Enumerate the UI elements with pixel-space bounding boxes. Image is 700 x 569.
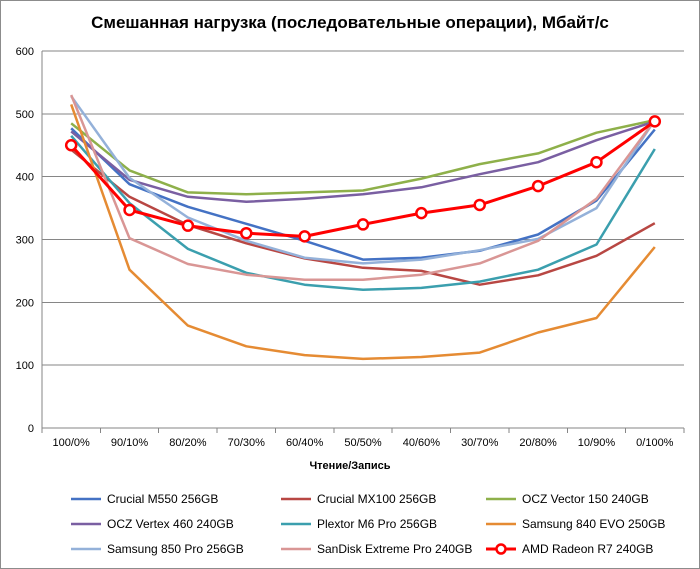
series-point	[298, 230, 311, 243]
y-tick-label: 200	[16, 297, 34, 309]
legend-label: Samsung 840 EVO 250GB	[522, 517, 666, 531]
series-line-1	[70, 148, 656, 286]
legend-label: Samsung 850 Pro 256GB	[107, 542, 244, 556]
series-line-3	[70, 120, 656, 204]
chart-title: Смешанная нагрузка (последовательные опе…	[91, 13, 609, 32]
legend-label: OCZ Vertex 460 240GB	[107, 517, 234, 531]
y-tick-label: 100	[16, 360, 34, 372]
x-tick-label: 0/100%	[636, 437, 674, 449]
y-tick-label: 500	[16, 109, 34, 121]
legend-swatch	[71, 547, 101, 551]
series-line-5	[70, 103, 656, 361]
series-point	[356, 218, 370, 231]
y-tick-label: 0	[28, 423, 34, 435]
x-tick-label: 70/30%	[228, 437, 266, 449]
series-line-7	[70, 94, 656, 281]
legend-swatch	[486, 497, 516, 501]
legend-item: SanDisk Extreme Pro 240GB	[281, 537, 472, 561]
legend-swatch	[71, 522, 101, 526]
x-tick-label: 90/10%	[111, 437, 149, 449]
series-point	[64, 139, 78, 152]
legend-item: AMD Radeon R7 240GB	[486, 537, 653, 561]
series-point	[240, 226, 253, 240]
legend: Crucial M550 256GB Crucial MX100 256GB OCZ…	[71, 487, 665, 565]
series-point	[531, 179, 545, 193]
legend-label: Plextor M6 Pro 256GB	[317, 517, 438, 531]
legend-label: SanDisk Extreme Pro 240GB	[317, 542, 473, 556]
plot-area: 0 100 200 300 400 500 600 100/0% 90/10% 80/20% 70/…	[16, 46, 685, 449]
y-tick-label: 600	[16, 46, 34, 58]
series-line-2	[70, 118, 656, 196]
series-point	[415, 206, 428, 220]
series-line-4	[70, 134, 656, 292]
legend-item: OCZ Vector 150 240GB	[486, 487, 649, 511]
y-tick-label: 300	[16, 235, 34, 247]
x-tick-label: 100/0%	[53, 437, 91, 449]
series-line-6	[70, 95, 656, 265]
x-tick-label: 60/40%	[286, 437, 324, 449]
legend-item: Crucial MX100 256GB	[281, 487, 436, 511]
legend-item: Plextor M6 Pro 256GB	[281, 512, 437, 536]
x-tick-label: 30/70%	[461, 437, 499, 449]
x-tick-label: 20/80%	[519, 437, 557, 449]
legend-swatch	[281, 497, 311, 501]
legend-item: Crucial M550 256GB	[71, 487, 218, 511]
legend-label: OCZ Vector 150 240GB	[522, 492, 649, 506]
x-tick-label: 50/50%	[344, 437, 382, 449]
legend-item: Samsung 840 EVO 250GB	[486, 512, 665, 536]
y-tick-label: 400	[16, 172, 34, 184]
legend-item: Samsung 850 Pro 256GB	[71, 537, 244, 561]
series-point	[648, 115, 662, 128]
legend-swatch	[281, 547, 311, 551]
series-line-0	[70, 127, 656, 261]
legend-swatch-marker	[495, 543, 507, 555]
series-point	[123, 203, 136, 217]
legend-item: OCZ Vertex 460 240GB	[71, 512, 234, 536]
x-axis-label: Чтение/Запись	[309, 460, 391, 472]
legend-swatch	[486, 543, 516, 555]
legend-swatch	[281, 522, 311, 526]
legend-swatch	[71, 497, 101, 501]
x-tick-label: 80/20%	[169, 437, 207, 449]
legend-label: AMD Radeon R7 240GB	[522, 542, 654, 556]
legend-label: Crucial MX100 256GB	[317, 492, 437, 506]
x-tick-label: 10/90%	[578, 437, 616, 449]
series-point	[590, 155, 603, 169]
x-tick-label: 40/60%	[403, 437, 441, 449]
series-point	[181, 219, 195, 232]
legend-swatch	[486, 522, 516, 526]
legend-label: Crucial M550 256GB	[107, 492, 219, 506]
series-point	[473, 198, 486, 212]
